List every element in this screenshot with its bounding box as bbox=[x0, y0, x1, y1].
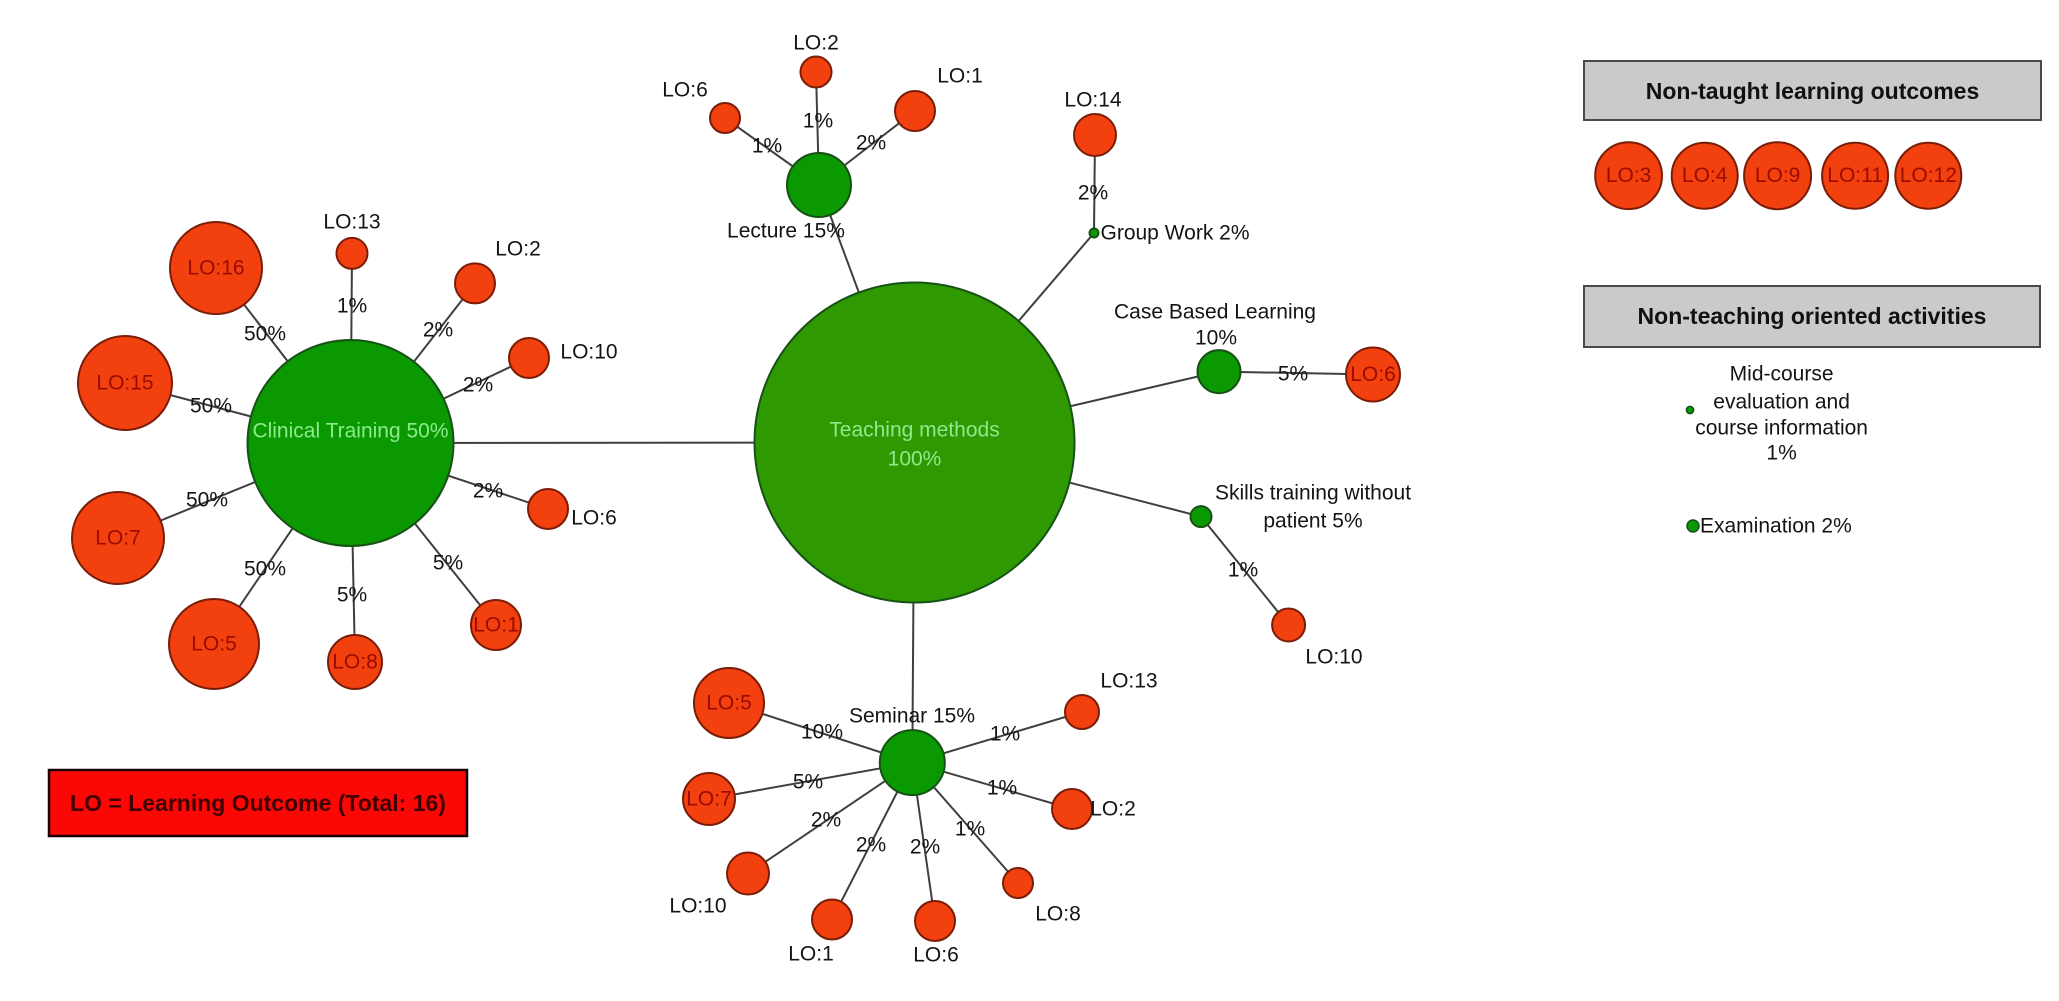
svg-text:5%: 5% bbox=[1278, 363, 1308, 386]
svg-text:50%: 50% bbox=[186, 489, 228, 512]
svg-text:LO:5: LO:5 bbox=[706, 692, 752, 715]
svg-text:LO:9: LO:9 bbox=[1755, 164, 1801, 187]
svg-text:Group Work 2%: Group Work 2% bbox=[1101, 222, 1250, 245]
svg-text:2%: 2% bbox=[463, 374, 493, 397]
svg-text:1%: 1% bbox=[752, 135, 782, 158]
svg-text:LO:1: LO:1 bbox=[788, 943, 834, 966]
svg-text:Non-taught learning outcomes: Non-taught learning outcomes bbox=[1646, 78, 1980, 104]
svg-text:1%: 1% bbox=[987, 777, 1017, 800]
svg-text:LO = Learning Outcome (Total:: LO = Learning Outcome (Total: 16) bbox=[70, 790, 446, 816]
svg-text:LO:4: LO:4 bbox=[1682, 164, 1728, 187]
svg-text:2%: 2% bbox=[856, 834, 886, 857]
svg-text:50%: 50% bbox=[244, 558, 286, 581]
svg-text:2%: 2% bbox=[856, 132, 886, 155]
svg-text:LO:8: LO:8 bbox=[1035, 903, 1081, 926]
svg-text:1%: 1% bbox=[337, 295, 367, 318]
svg-text:5%: 5% bbox=[337, 584, 367, 607]
svg-text:LO:15: LO:15 bbox=[96, 372, 153, 395]
svg-text:2%: 2% bbox=[1078, 182, 1108, 205]
svg-text:1%: 1% bbox=[990, 723, 1020, 746]
svg-text:10%: 10% bbox=[1195, 327, 1237, 350]
svg-text:1%: 1% bbox=[955, 818, 985, 841]
svg-text:LO:6: LO:6 bbox=[571, 507, 617, 530]
svg-text:patient 5%: patient 5% bbox=[1263, 510, 1362, 533]
svg-text:LO:6: LO:6 bbox=[1350, 363, 1396, 386]
svg-text:LO:12: LO:12 bbox=[1900, 164, 1957, 187]
svg-text:Seminar 15%: Seminar 15% bbox=[849, 705, 975, 728]
svg-text:1%: 1% bbox=[803, 110, 833, 133]
svg-text:Clinical Training 50%: Clinical Training 50% bbox=[252, 420, 448, 443]
svg-text:5%: 5% bbox=[433, 552, 463, 575]
svg-text:Skills training without: Skills training without bbox=[1215, 482, 1411, 505]
svg-text:LO:13: LO:13 bbox=[323, 211, 380, 234]
svg-text:5%: 5% bbox=[793, 771, 823, 794]
svg-text:2%: 2% bbox=[910, 836, 940, 859]
svg-text:LO:10: LO:10 bbox=[669, 895, 726, 918]
svg-text:LO:10: LO:10 bbox=[560, 341, 617, 364]
svg-text:LO:2: LO:2 bbox=[793, 32, 839, 55]
svg-text:Teaching methods: Teaching methods bbox=[829, 419, 999, 442]
svg-text:LO:5: LO:5 bbox=[191, 633, 237, 656]
svg-text:100%: 100% bbox=[888, 448, 942, 471]
svg-text:LO:2: LO:2 bbox=[1090, 798, 1136, 821]
svg-text:Mid-course: Mid-course bbox=[1730, 363, 1834, 386]
svg-text:2%: 2% bbox=[423, 319, 453, 342]
svg-text:LO:6: LO:6 bbox=[913, 944, 959, 967]
svg-text:50%: 50% bbox=[244, 323, 286, 346]
svg-text:LO:7: LO:7 bbox=[95, 527, 141, 550]
svg-text:LO:14: LO:14 bbox=[1064, 89, 1122, 112]
svg-text:LO:16: LO:16 bbox=[187, 257, 244, 280]
svg-text:LO:1: LO:1 bbox=[473, 614, 519, 637]
svg-text:LO:11: LO:11 bbox=[1827, 164, 1883, 187]
svg-text:LO:13: LO:13 bbox=[1100, 670, 1157, 693]
svg-text:evaluation and: evaluation and bbox=[1713, 391, 1850, 414]
svg-text:Lecture 15%: Lecture 15% bbox=[727, 220, 845, 243]
svg-text:1%: 1% bbox=[1228, 559, 1258, 582]
svg-text:1%: 1% bbox=[1766, 442, 1796, 465]
svg-text:LO:1: LO:1 bbox=[937, 65, 983, 88]
svg-text:2%: 2% bbox=[473, 480, 503, 503]
svg-text:50%: 50% bbox=[190, 395, 232, 418]
svg-text:Case Based Learning: Case Based Learning bbox=[1114, 301, 1316, 324]
svg-text:LO:6: LO:6 bbox=[662, 79, 708, 102]
svg-text:LO:7: LO:7 bbox=[686, 788, 732, 811]
svg-text:10%: 10% bbox=[801, 721, 843, 744]
svg-text:Examination 2%: Examination 2% bbox=[1700, 515, 1852, 538]
svg-text:LO:10: LO:10 bbox=[1305, 646, 1362, 669]
svg-text:LO:2: LO:2 bbox=[495, 238, 541, 261]
svg-text:LO:8: LO:8 bbox=[332, 651, 378, 674]
svg-text:Non-teaching oriented activiti: Non-teaching oriented activities bbox=[1638, 303, 1987, 329]
svg-text:course information: course information bbox=[1695, 417, 1868, 440]
svg-text:2%: 2% bbox=[811, 809, 841, 832]
svg-text:LO:3: LO:3 bbox=[1606, 164, 1652, 187]
